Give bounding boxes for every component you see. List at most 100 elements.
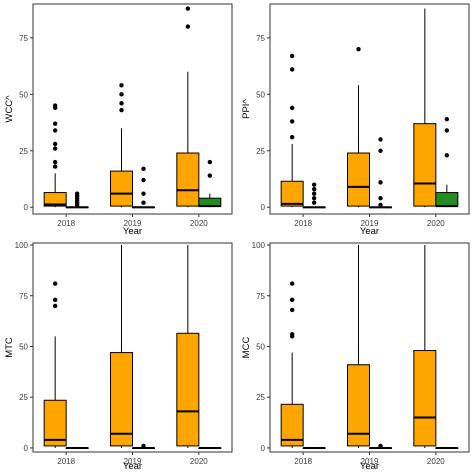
box-2020-series-2 <box>435 446 459 449</box>
outlier-point <box>74 191 80 196</box>
outlier-point <box>311 200 317 205</box>
x-axis-title: Year <box>360 461 379 472</box>
outlier-point <box>444 153 450 158</box>
outlier-point <box>207 159 213 165</box>
outlier-point <box>289 307 295 313</box>
box-body <box>413 123 437 207</box>
panel-1: 0 25 50 75 2018 2019 2020 Year WCC^ <box>4 3 233 237</box>
x-tick-label: 2018 <box>294 457 312 466</box>
outlier-point <box>119 83 124 88</box>
box-body <box>176 332 200 447</box>
x-tick-label: 2018 <box>294 219 312 228</box>
x-tick-label: 2020 <box>427 457 445 466</box>
outlier-point <box>52 164 58 169</box>
box-2020-series-1 <box>413 8 437 208</box>
y-tick-label: 100 <box>252 241 266 250</box>
outlier-point <box>207 173 213 178</box>
outlier-point <box>119 92 124 97</box>
y-axis-title: MTC <box>4 337 15 358</box>
box-2019-series-2 <box>132 443 155 449</box>
x-tick-label: 2019 <box>124 457 142 466</box>
box-body <box>347 364 370 447</box>
y-tick-label: 0 <box>24 203 29 212</box>
x-axis-title: Year <box>123 226 142 237</box>
box-2018-series-1 <box>43 103 67 208</box>
outlier-point <box>311 186 317 192</box>
y-tick-label: 0 <box>24 444 29 453</box>
box-2018-series-2 <box>65 191 89 209</box>
box-body <box>435 192 459 207</box>
x-tick-label: 2020 <box>427 219 445 228</box>
box-2020-series-2 <box>198 446 222 449</box>
box-body <box>110 352 133 447</box>
outlier-point <box>289 297 295 303</box>
y-tick-label: 50 <box>19 342 28 351</box>
x-tick-label: 2020 <box>190 457 208 466</box>
outlier-point <box>444 128 450 133</box>
outlier-point <box>311 191 317 196</box>
box-body <box>176 152 200 207</box>
box-2018-series-1 <box>280 281 304 448</box>
outlier-point <box>52 146 58 151</box>
y-tick-label: 50 <box>256 342 265 351</box>
outlier-point <box>52 121 58 126</box>
outlier-point <box>289 105 295 111</box>
y-tick-label: 25 <box>19 393 28 402</box>
box-2018-series-2 <box>302 182 326 209</box>
y-axis-title: MCC <box>241 337 252 359</box>
x-tick-label: 2018 <box>57 457 75 466</box>
outlier-point <box>52 141 58 147</box>
outlier-point <box>289 135 295 140</box>
box-body <box>280 180 304 207</box>
box-2018-series-2 <box>65 446 89 449</box>
y-axis-title: PPI^ <box>241 99 252 119</box>
box-2020-series-2 <box>435 116 459 208</box>
outlier-point <box>52 159 58 165</box>
box-body <box>43 399 67 447</box>
outlier-point <box>378 148 383 153</box>
panel-3: 0 25 50 75 100 2018 2019 2020 Year MTC <box>4 241 233 472</box>
outlier-point <box>52 128 58 133</box>
box-2019-series-1 <box>347 46 370 208</box>
panel-2: 0 25 50 75 2018 2019 2020 Year PPI^ <box>241 3 470 237</box>
box-2020-series-2 <box>198 159 222 208</box>
outlier-point <box>378 137 383 142</box>
box-2019-series-2 <box>369 443 392 449</box>
y-tick-label: 50 <box>19 90 28 99</box>
box-2018-series-2 <box>302 446 326 449</box>
outlier-point <box>378 443 383 449</box>
outlier-point <box>141 200 146 205</box>
box-2019-series-1 <box>110 245 133 448</box>
x-axis-title: Year <box>123 461 142 472</box>
box-body <box>347 152 370 207</box>
outlier-point <box>141 166 146 172</box>
outlier-point <box>378 202 383 208</box>
y-tick-label: 25 <box>256 393 265 402</box>
outlier-point <box>119 107 124 113</box>
outlier-point <box>289 67 295 72</box>
y-tick-label: 25 <box>256 147 265 156</box>
outlier-point <box>356 46 361 52</box>
x-tick-label: 2019 <box>361 219 379 228</box>
y-tick-label: 75 <box>19 292 28 301</box>
outlier-point <box>185 6 191 11</box>
box-2019-series-1 <box>347 245 370 448</box>
y-tick-label: 0 <box>261 444 266 453</box>
outlier-point <box>52 297 58 303</box>
outlier-point <box>378 180 383 185</box>
x-tick-label: 2019 <box>124 219 142 228</box>
outlier-point <box>289 332 295 337</box>
outlier-point <box>141 177 146 183</box>
y-tick-label: 25 <box>19 147 28 156</box>
box-2019-series-2 <box>369 137 392 209</box>
y-tick-label: 0 <box>261 203 266 212</box>
panel-4: 0 25 50 75 100 2018 2019 2020 Year MCC <box>241 241 470 472</box>
box-body <box>198 197 222 207</box>
box-2018-series-1 <box>280 53 304 208</box>
outlier-point <box>311 182 317 187</box>
box-2019-series-2 <box>132 166 155 209</box>
box-body <box>280 403 304 447</box>
outlier-point <box>52 281 58 286</box>
y-tick-label: 50 <box>256 90 265 99</box>
